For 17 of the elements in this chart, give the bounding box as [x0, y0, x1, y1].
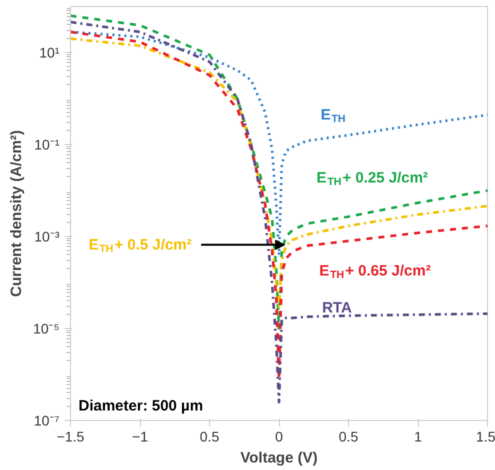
- x-tick-label: 0: [275, 428, 284, 444]
- y-tick-label: 10⁻¹: [34, 136, 60, 152]
- x-tick-label: 0.5: [338, 428, 358, 444]
- x-tick-label: −1: [132, 428, 148, 444]
- annotation: Diameter: 500 µm: [78, 398, 204, 414]
- x-tick-label: 1: [414, 428, 422, 444]
- x-tick-label: −1.5: [56, 428, 85, 444]
- y-axis-title: Current density (A/cm²): [8, 130, 26, 297]
- y-tick-label: 10⁻⁷: [34, 412, 60, 428]
- y-tick-label: 10⁻³: [34, 228, 60, 244]
- x-tick-label: 0.5: [200, 428, 220, 444]
- line-series: [70, 30, 488, 256]
- y-tick-label: 10⁻⁵: [33, 320, 60, 336]
- series-label: RTA: [322, 299, 352, 316]
- x-axis-title: Voltage (V): [240, 450, 318, 466]
- y-tick-label: 10¹: [39, 44, 60, 60]
- x-tick-label: 1.5: [476, 428, 495, 444]
